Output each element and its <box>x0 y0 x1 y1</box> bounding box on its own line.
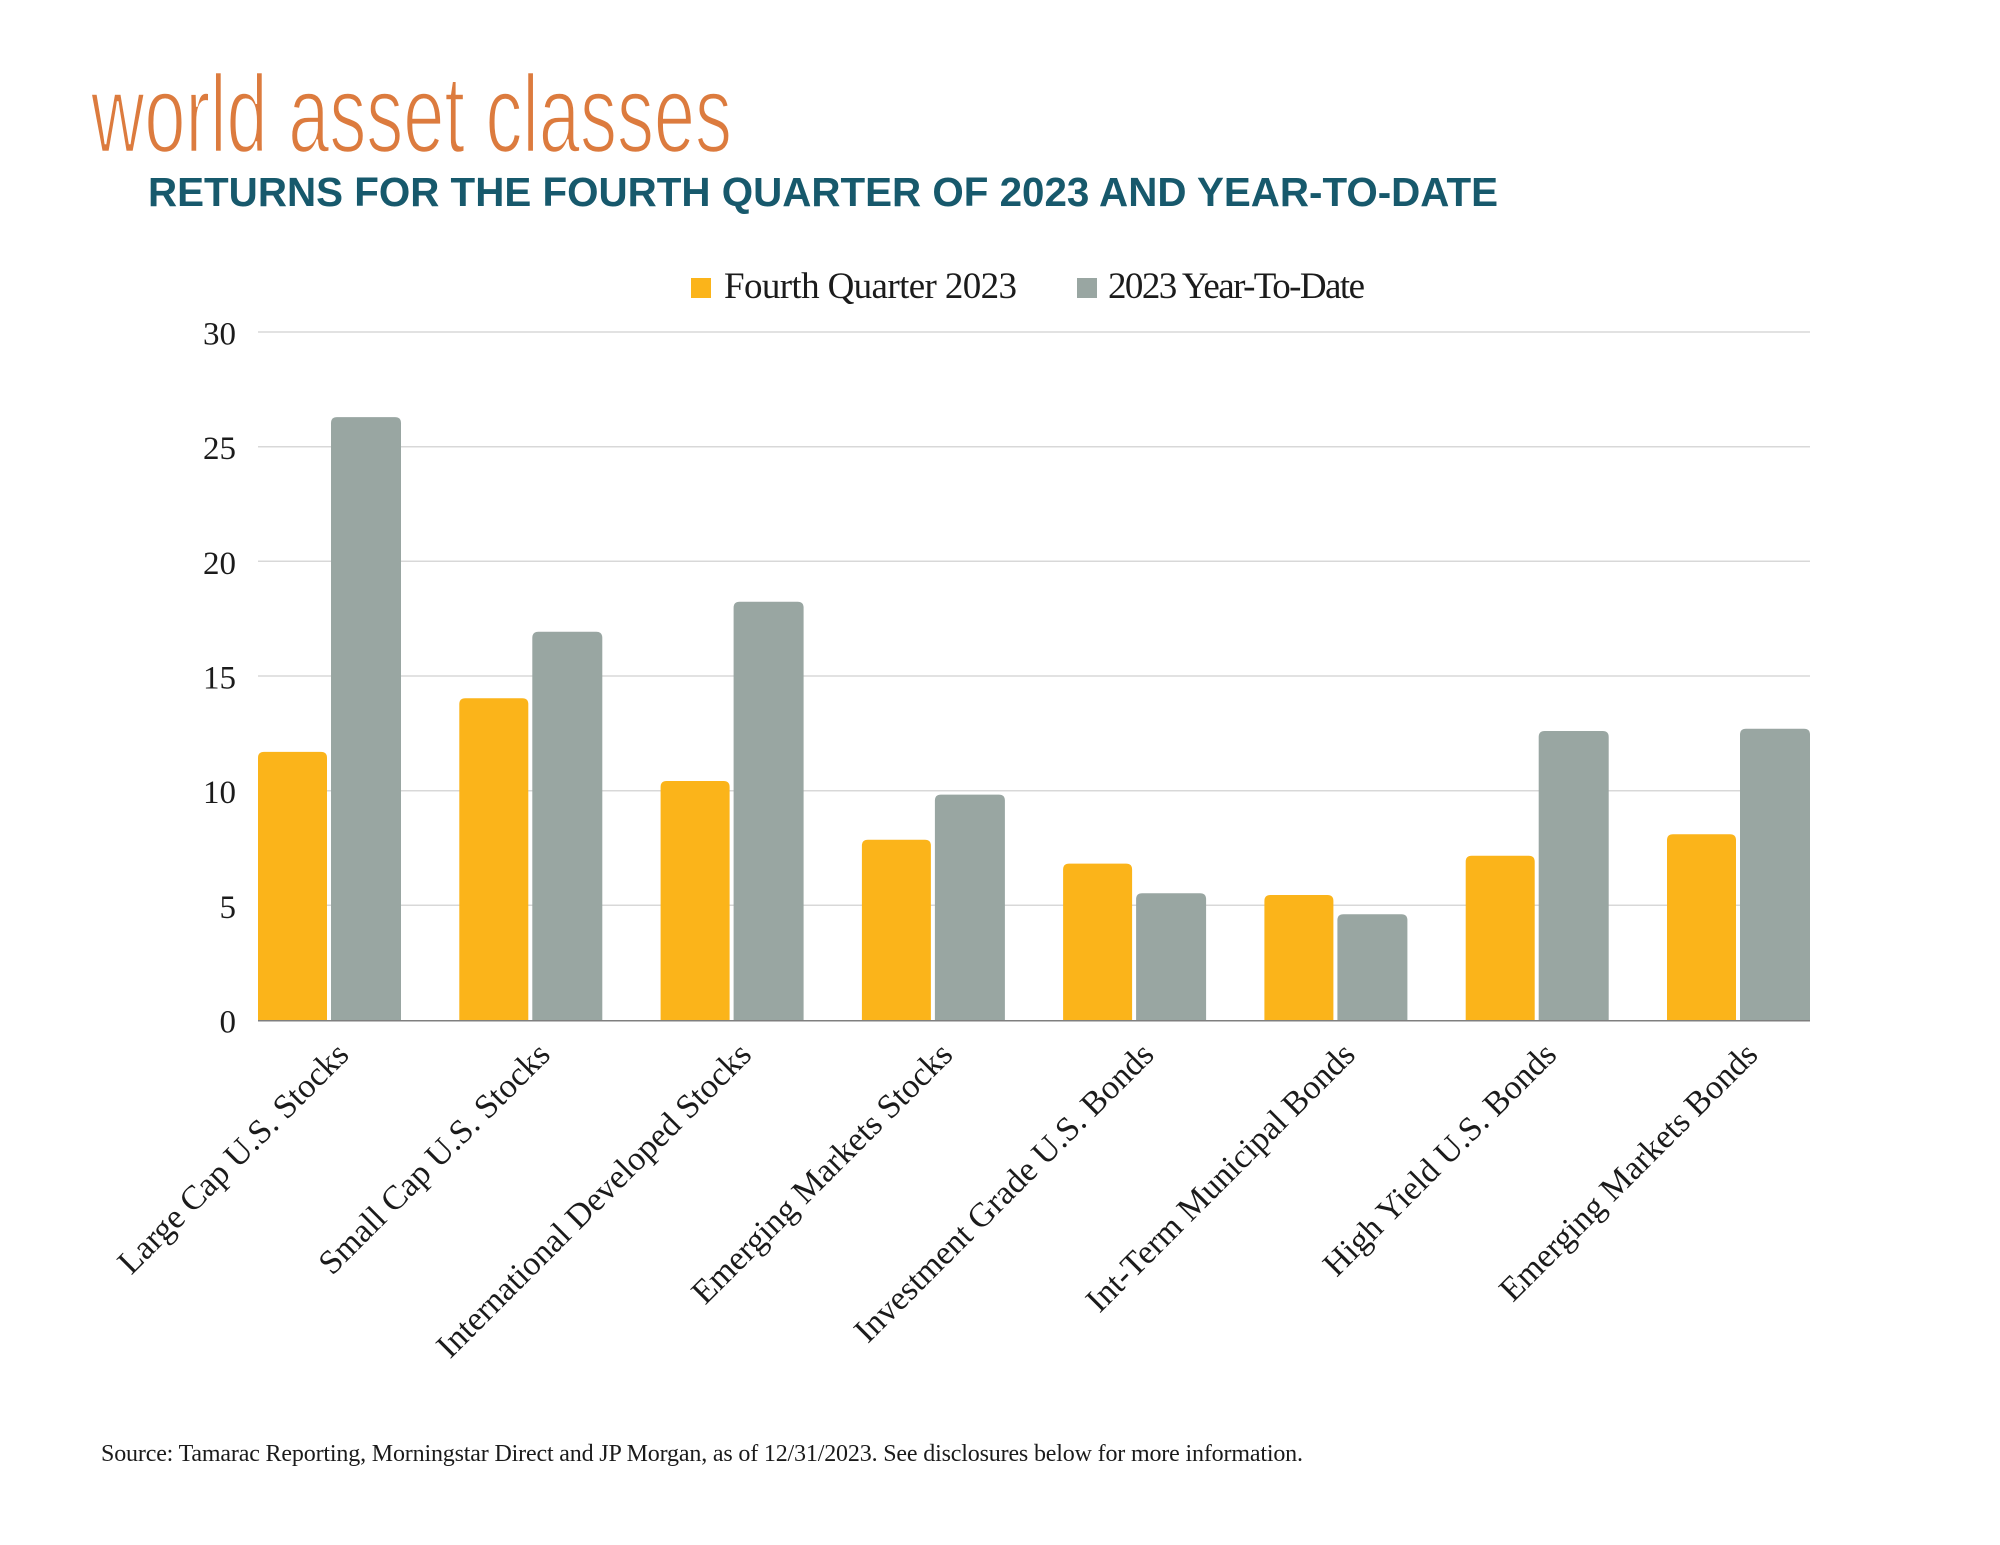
svg-text:International Developed Stocks: International Developed Stocks <box>429 1036 758 1365</box>
svg-text:world asset classes: world asset classes <box>90 53 732 176</box>
svg-text:30: 30 <box>203 317 236 353</box>
svg-text:Small Cap U.S. Stocks: Small Cap U.S. Stocks <box>312 1036 558 1282</box>
svg-text:15: 15 <box>203 661 236 697</box>
svg-text:Large Cap U.S. Stocks: Large Cap U.S. Stocks <box>111 1036 356 1281</box>
svg-text:Source: Tamarac Reporting, Mor: Source: Tamarac Reporting, Morningstar D… <box>101 1441 1303 1467</box>
svg-text:RETURNS FOR THE FOURTH QUARTER: RETURNS FOR THE FOURTH QUARTER OF 2023 A… <box>148 169 1498 215</box>
svg-text:2023 Year-To-Date: 2023 Year-To-Date <box>1108 266 1365 307</box>
svg-text:0: 0 <box>220 1005 237 1041</box>
svg-text:25: 25 <box>203 431 236 467</box>
svg-text:5: 5 <box>220 890 237 926</box>
svg-text:10: 10 <box>203 775 236 811</box>
svg-text:Fourth Quarter 2023: Fourth Quarter 2023 <box>724 266 1017 307</box>
svg-text:20: 20 <box>203 546 236 582</box>
svg-text:High Yield U.S. Bonds: High Yield U.S. Bonds <box>1316 1036 1564 1284</box>
